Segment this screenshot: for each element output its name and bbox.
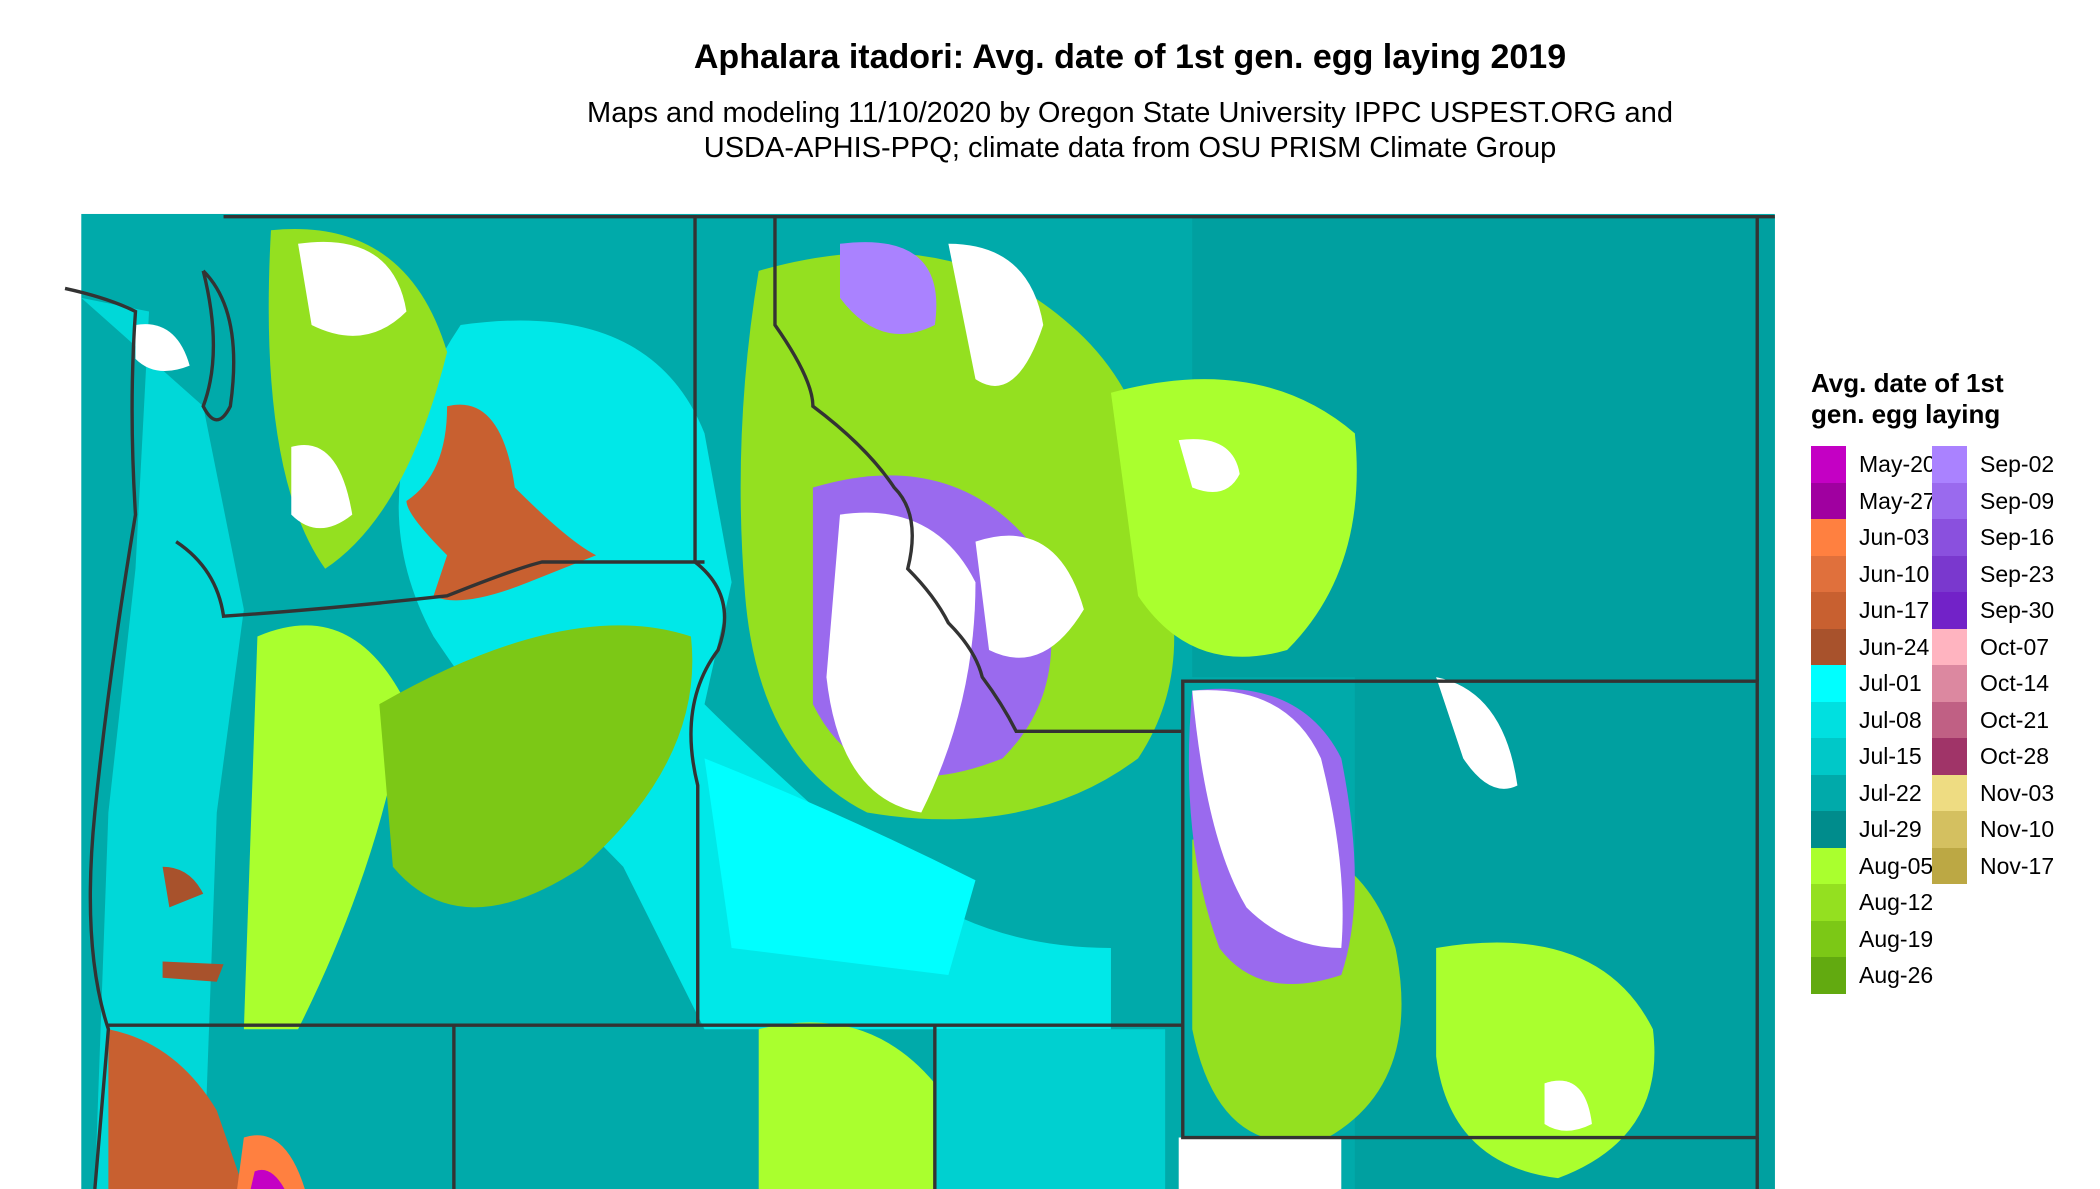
legend-swatch [1932, 811, 1967, 848]
legend-swatch [1811, 811, 1846, 848]
legend-swatch [1932, 628, 1967, 665]
id-mt-border [773, 216, 1183, 733]
legend-label: Jul-15 [1859, 743, 1922, 769]
region-white-wy-south [1178, 1137, 1342, 1189]
region-white-montana [1178, 439, 1240, 493]
region-green-orecascade [243, 625, 407, 1030]
region-white-cascades [298, 241, 407, 336]
id-west-border [689, 216, 727, 1026]
legend-label: Jul-22 [1859, 779, 1922, 806]
legend-swatch [1932, 665, 1967, 702]
legend-label: Oct-21 [1980, 706, 2050, 733]
coastline [64, 286, 138, 1189]
region-brown-willamette [162, 866, 224, 982]
region-white-wy-east [1436, 677, 1518, 789]
region-white-idaho [826, 512, 976, 813]
region-central-ore-cyan [934, 1029, 1166, 1189]
legend-swatch [1811, 592, 1846, 629]
legend-swatch [1932, 774, 1967, 811]
region-white-idaho2 [975, 535, 1084, 658]
region-brown-sw-ore [108, 1029, 244, 1189]
region-purple-mt-north [840, 242, 937, 335]
legend-label: Aug-05 [1859, 852, 1934, 879]
state-boundaries [64, 214, 1775, 1189]
legend-label: May-20 [1859, 451, 1936, 477]
chart-title: Aphalara itadori: Avg. date of 1st gen. … [693, 38, 1567, 76]
chart-subtitle: Maps and modeling 11/10/2020 by Oregon S… [0, 96, 2100, 166]
legend-label: Aug-26 [1859, 962, 1934, 988]
legend-swatch [1811, 884, 1846, 921]
legend-swatch [1811, 628, 1846, 665]
region-white-mt-north [948, 243, 1044, 386]
legend-label: Oct-14 [1980, 670, 2050, 696]
region-white-olympics [135, 324, 190, 372]
legend-label: Jul-08 [1859, 706, 1922, 733]
puget-sound [201, 269, 236, 422]
subtitle-text: Maps and modeling 11/10/2020 by Oregon S… [587, 97, 1673, 164]
legend-title: Avg. date of 1st gen. egg laying [1811, 368, 2004, 429]
legend-swatch [1811, 957, 1846, 994]
legend-swatch [1932, 519, 1967, 556]
region-green-nwy [1436, 942, 1655, 1179]
legend-swatch [1932, 738, 1967, 775]
legend-swatch [1811, 774, 1846, 811]
legend-label: Jun-10 [1859, 560, 1930, 587]
legend-swatch [1932, 847, 1967, 884]
region-basin-cyan [398, 320, 1111, 1030]
legend-label: Oct-07 [1980, 633, 2050, 660]
legend-label: Jun-03 [1859, 524, 1930, 550]
legend-label: Nov-10 [1980, 816, 2055, 842]
region-white-nwy [1544, 1080, 1592, 1131]
legend-swatch [1811, 920, 1846, 957]
legend-label: Sep-16 [1980, 524, 2055, 550]
region-green-montana [1110, 379, 1357, 657]
map-raster [81, 213, 1775, 1189]
nv-border [452, 1025, 937, 1189]
legend-label: Sep-02 [1980, 451, 2055, 477]
wa-or-border [175, 540, 705, 618]
legend-swatch [1811, 701, 1846, 738]
region-snake-cyan [704, 758, 976, 976]
legend-label: Sep-30 [1980, 597, 2055, 623]
legend-label: Sep-09 [1980, 487, 2055, 514]
legend-label: Sep-23 [1980, 560, 2055, 587]
region-magenta-ca [250, 1169, 285, 1189]
region-white-cascades2 [291, 444, 353, 529]
legend-label: Jul-01 [1859, 670, 1922, 696]
region-green-seore [758, 1022, 935, 1189]
legend-swatch [1811, 446, 1846, 483]
legend-swatch [1811, 847, 1846, 884]
region-green-blues [379, 625, 693, 908]
legend-swatch [1811, 665, 1846, 702]
legend-swatch [1932, 482, 1967, 519]
legend-swatch [1811, 519, 1846, 556]
legend-label: Jun-17 [1859, 597, 1930, 623]
legend-label: Jul-29 [1859, 816, 1922, 842]
legend-swatch [1932, 446, 1967, 483]
legend-swatch [1811, 555, 1846, 592]
legend-swatch [1811, 482, 1846, 519]
legend-label: Nov-03 [1980, 779, 2055, 806]
legend-label: Nov-17 [1980, 852, 2055, 879]
region-brown-columbia [406, 404, 597, 601]
region-white-wy [1192, 690, 1343, 948]
legend-label: Jun-24 [1859, 633, 1930, 660]
legend-label: Aug-19 [1859, 925, 1934, 952]
legend-swatch [1932, 592, 1967, 629]
legend-label: Aug-12 [1859, 889, 1934, 915]
legend-swatch [1932, 555, 1967, 592]
legend-swatch [1811, 738, 1846, 775]
legend-label: Oct-28 [1980, 743, 2050, 769]
legend-label: May-27 [1859, 487, 1936, 514]
legend-swatch [1932, 701, 1967, 738]
